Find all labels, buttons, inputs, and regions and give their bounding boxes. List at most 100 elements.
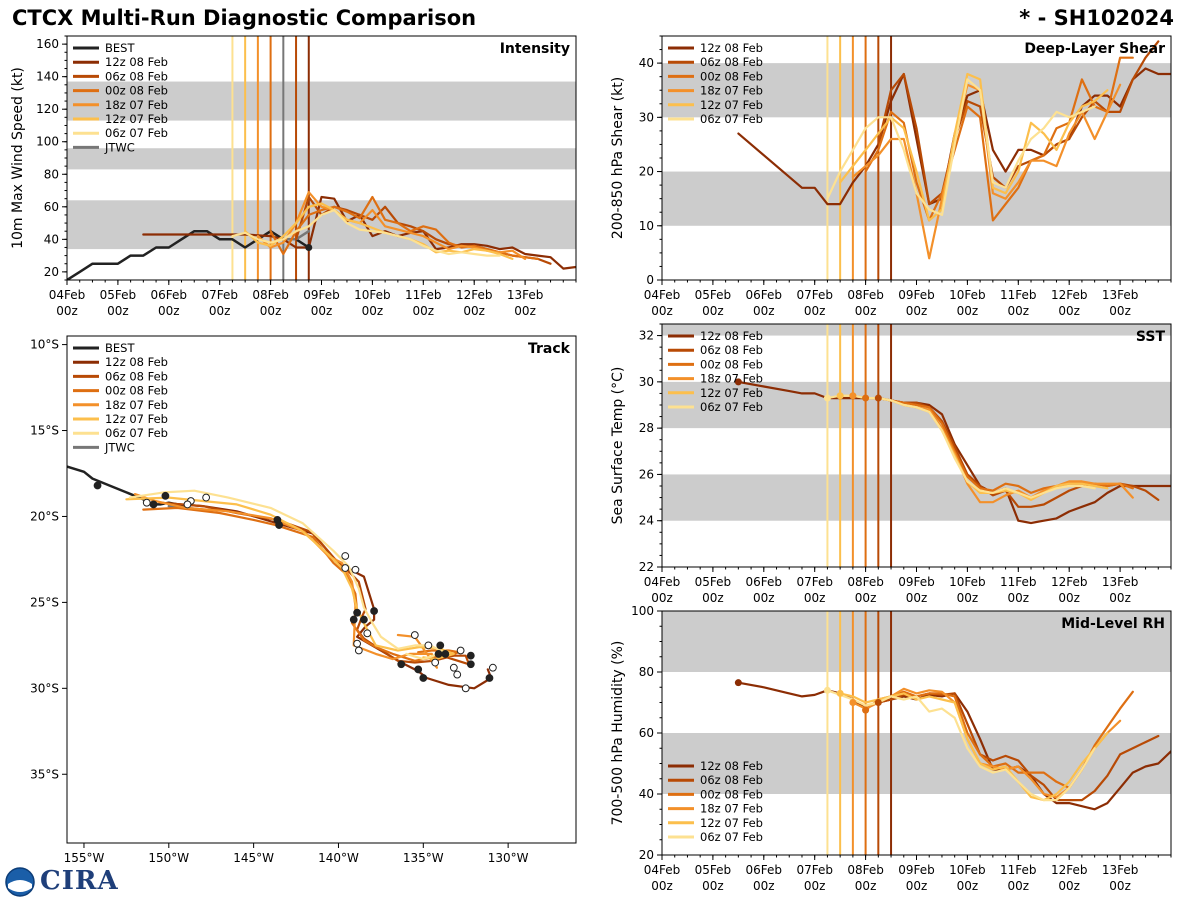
rh-title: Mid-Level RH [1061,616,1165,632]
rh-xtick-label: 13Feb [1102,863,1139,877]
intensity-legend-label: 12z 07 Feb [105,112,168,126]
shear-xtick-sublabel: 00z [1109,304,1131,318]
rh-xtick-sublabel: 00z [1008,879,1030,893]
rh-ytick-label: 40 [639,787,654,801]
sst-init-marker-12z-08-Feb [734,378,742,386]
intensity-xtick-sublabel: 00z [107,304,129,318]
track-marker-1 [161,491,170,500]
track-marker-6 [183,500,192,509]
intensity-xtick-sublabel: 00z [260,304,282,318]
noaa-logo-icon [5,867,35,897]
rh-legend-label: 06z 07 Feb [700,830,763,844]
shear-xtick-label: 09Feb [898,288,935,302]
sst-xtick-sublabel: 00z [651,591,673,605]
rh-legend-label: 06z 08 Feb [700,773,763,787]
shear-legend-label: 12z 07 Feb [700,98,763,112]
track-marker-8 [275,521,283,529]
sst-init-marker-12z-07-Feb [836,392,844,400]
shear-xtick-label: 11Feb [1000,288,1037,302]
intensity-legend-label: JTWC [104,140,135,154]
intensity-band-0 [67,200,576,250]
track-legend-label: 00z 08 Feb [105,384,168,398]
shear-xtick-label: 12Feb [1051,288,1088,302]
track-series-12z-08-Feb [159,501,493,690]
shear-ytick-label: 30 [639,110,654,124]
track-marker-33 [485,674,494,682]
track-marker-20 [414,665,423,674]
shear-xtick-sublabel: 00z [957,304,979,318]
track-ytick-label: 10°S [30,338,59,352]
intensity-series-06z-07-Feb [231,209,501,257]
intensity-ytick-label: 120 [36,102,59,116]
shear-ytick-label: 0 [646,273,654,287]
intensity-xtick-label: 09Feb [303,288,340,302]
track-legend-label: 12z 07 Feb [105,412,168,426]
sst-ytick-label: 32 [639,329,654,343]
track-marker-19 [397,660,406,669]
rh-xtick-sublabel: 00z [1058,879,1080,893]
track-ytick-label: 30°S [30,681,59,695]
sst-xtick-label: 13Feb [1102,575,1139,589]
shear-legend-label: 00z 08 Feb [700,69,763,83]
track-marker-28 [449,663,458,672]
sst-xtick-label: 09Feb [898,575,935,589]
track-xtick-label: 140°W [318,851,359,865]
sst-ytick-label: 26 [639,467,654,481]
intensity-band-1 [67,148,576,170]
sst-xtick-sublabel: 00z [855,591,877,605]
track-ytick-label: 35°S [30,767,59,781]
rh-xtick-label: 05Feb [695,863,732,877]
intensity-title: Intensity [500,41,570,57]
rh-series-12z-07-Feb [838,692,1109,802]
rh-init-marker-18z-07-Feb [849,699,857,706]
intensity-xtick-label: 05Feb [100,288,137,302]
track-marker-17 [353,639,362,648]
rh-ytick-label: 100 [631,604,654,618]
rh-legend-label: 12z 08 Feb [700,759,763,773]
sst-ytick-label: 28 [639,421,654,435]
rh-xtick-label: 11Feb [1000,863,1037,877]
rh-plot-area [662,611,1171,855]
track-marker-29 [453,670,462,679]
sst-init-marker-06z-08-Feb [874,394,882,402]
shear-legend-label: 12z 08 Feb [700,41,763,55]
rh-series-06z-07-Feb [826,689,1096,802]
track-series-06z-07-Feb [128,489,445,661]
intensity-plot-area [67,36,576,280]
sst-ylabel: Sea Surface Temp (°C) [610,367,626,525]
intensity-xtick-label: 07Feb [201,288,238,302]
intensity-xtick-sublabel: 00z [514,304,536,318]
track-legend-label: 12z 08 Feb [105,355,168,369]
track-marker-0 [93,481,102,490]
rh-ytick-label: 60 [639,726,654,740]
shear-xtick-label: 04Feb [644,288,681,302]
sst-xtick-label: 08Feb [847,575,884,589]
track-series-18z-07-Feb [133,493,438,669]
track-ytick-label: 20°S [30,509,59,523]
rh-xtick-sublabel: 00z [906,879,928,893]
intensity-xtick-label: 08Feb [252,288,289,302]
sst-plot-area [662,324,1171,567]
sst-xtick-sublabel: 00z [1109,591,1131,605]
sst-series-06z-07-Feb [826,394,1096,499]
track-marker-26 [436,641,445,650]
sst-xtick-sublabel: 00z [753,591,775,605]
intensity-legend-label: 12z 08 Feb [105,55,168,69]
intensity-ytick-label: 140 [36,70,59,84]
shear-legend-label: 18z 07 Feb [700,84,763,98]
track-xtick-label: 145°W [233,851,274,865]
track-marker-27 [431,658,440,667]
sst-xtick-label: 07Feb [796,575,833,589]
track-legend-label: 06z 07 Feb [105,426,168,440]
track-marker-11 [351,565,360,574]
intensity-xtick-label: 10Feb [354,288,391,302]
shear-xtick-sublabel: 00z [753,304,775,318]
track-title: Track [528,341,571,357]
sst-ytick-label: 24 [639,514,654,528]
shear-xtick-sublabel: 00z [651,304,673,318]
sst-xtick-label: 11Feb [1000,575,1037,589]
track-marker-22 [410,631,419,639]
rh-xtick-label: 10Feb [949,863,986,877]
sst-band-2 [662,324,1171,336]
intensity-ytick-label: 20 [44,265,59,279]
